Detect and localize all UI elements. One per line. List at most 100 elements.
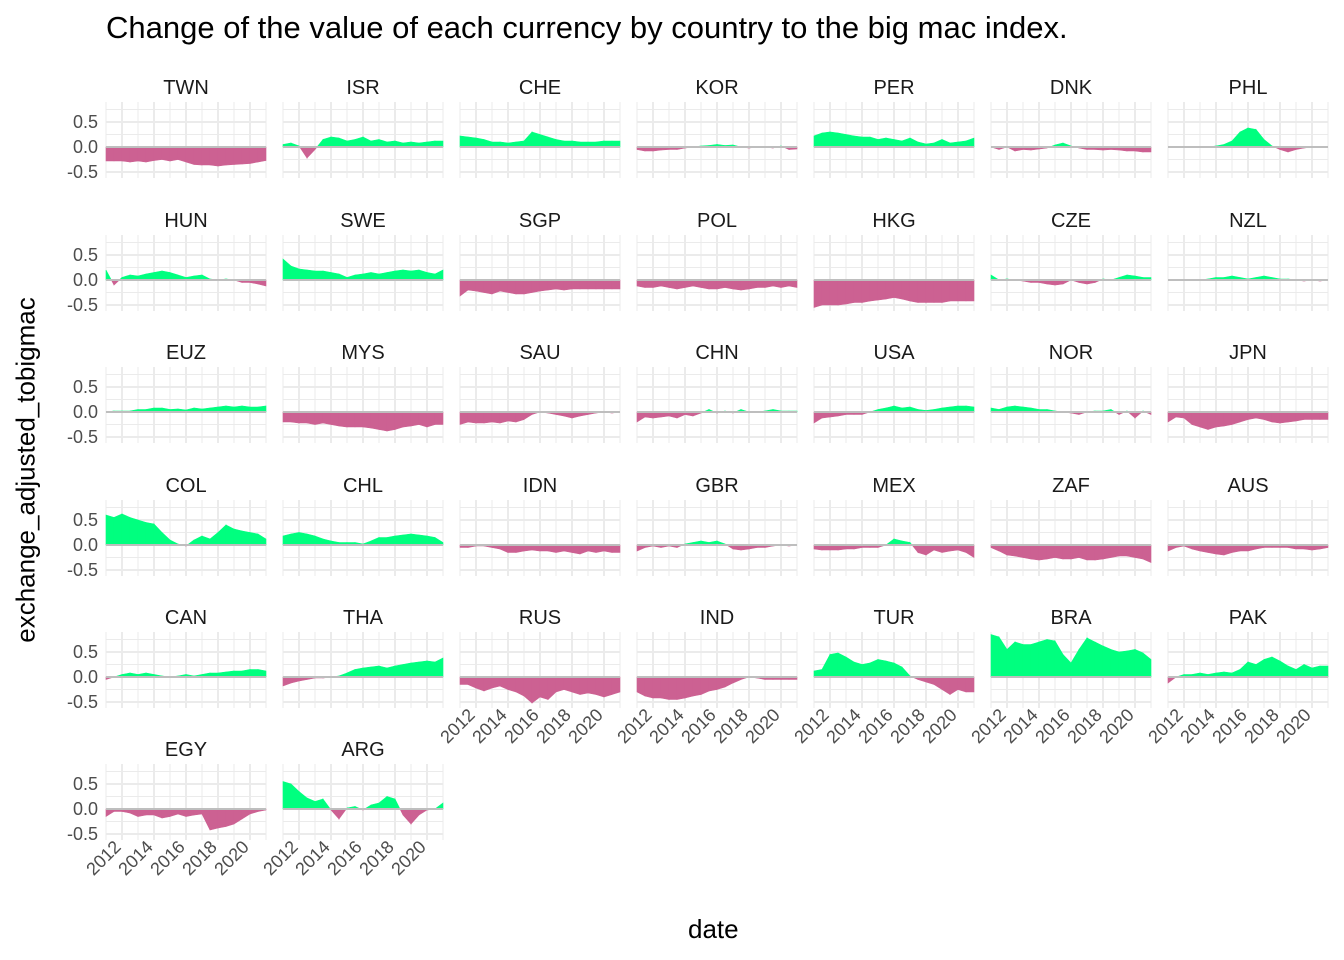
facet-panel-che: CHE [459, 77, 621, 178]
area-segment-positive [869, 136, 879, 148]
area-segment-positive [378, 665, 388, 678]
area-segment-negative [217, 146, 227, 167]
area-segment-positive [370, 537, 380, 546]
area-segment-negative [209, 146, 219, 167]
facet-label: GBR [695, 475, 738, 497]
x-tick-label: 2012 [436, 705, 478, 747]
area-segment-negative [1038, 544, 1048, 561]
area-segment-negative [909, 279, 919, 303]
area-segment-negative [386, 411, 396, 432]
area-segment-negative [571, 279, 581, 290]
area-segment-positive [547, 136, 557, 148]
area-segment-positive [1295, 663, 1305, 678]
facet-panel-kor: KOR [636, 77, 798, 178]
facet-label: SGP [519, 210, 561, 232]
area-segment-positive [370, 272, 380, 281]
area-segment-negative [1070, 544, 1080, 560]
facet-panel-sgp: SGP [459, 210, 621, 311]
area-segment-negative [523, 411, 533, 421]
area-segment-positive [829, 652, 839, 678]
area-segment-positive [853, 135, 863, 148]
area-segment-positive [426, 535, 436, 546]
area-segment-negative [241, 808, 251, 820]
area-segment-negative [636, 411, 646, 423]
area-segment-positive [861, 136, 871, 148]
area-segment-positive [249, 532, 259, 546]
x-tick-label: 2014 [999, 705, 1041, 747]
facet-label: PHL [1229, 77, 1268, 99]
area-segment-negative [636, 676, 646, 697]
y-tick-label: 0.5 [73, 112, 98, 132]
area-segment-negative [652, 676, 662, 699]
facet-label: AUS [1227, 475, 1268, 497]
area-segment-positive [837, 132, 847, 148]
area-segment-negative [611, 544, 621, 553]
area-segment-negative [113, 146, 123, 162]
facet-label: HUN [164, 210, 207, 232]
area-segment-positive [1038, 639, 1048, 678]
facet-panel-euz: EUZ [105, 342, 267, 443]
area-segment-negative [724, 279, 734, 290]
area-segment-negative [579, 676, 589, 695]
area-segment-negative [692, 279, 702, 288]
area-segment-positive [1263, 656, 1273, 678]
facet-panel-gbr: GBR [636, 475, 798, 576]
area-segment-positive [539, 134, 549, 148]
area-segment-positive [330, 136, 340, 148]
area-segment-negative [911, 544, 919, 554]
area-segment-positive [1255, 658, 1265, 678]
area-segment-negative [459, 411, 469, 425]
area-segment-positive [1014, 641, 1024, 678]
area-segment-negative [459, 279, 469, 297]
area-segment-positive [129, 517, 139, 546]
x-tick-label: 2016 [1208, 705, 1250, 747]
area-segment-negative [933, 676, 943, 691]
area-segment-negative [491, 676, 501, 689]
area-segment-positive [330, 272, 340, 281]
area-segment-positive [426, 272, 436, 281]
area-segment-negative [957, 279, 967, 302]
area-segment-negative [933, 279, 943, 303]
area-segment-negative [788, 279, 798, 288]
area-segment-negative [821, 279, 831, 306]
facet-panel-per: PER [813, 77, 975, 178]
facet-panel-nor: NOR [990, 342, 1152, 443]
area-segment-negative [1014, 544, 1024, 558]
area-segment-negative [748, 279, 758, 290]
x-tick-label: 2012 [790, 705, 832, 747]
area-segment-negative [1303, 411, 1313, 420]
area-segment-negative [507, 544, 517, 553]
area-segment-positive [434, 657, 444, 678]
area-segment-positive [426, 660, 436, 678]
area-segment-negative [708, 279, 718, 290]
area-segment-negative [1207, 411, 1217, 430]
area-segment-negative [241, 146, 251, 165]
area-segment-negative [603, 544, 613, 553]
area-segment-negative [314, 411, 324, 425]
area-segment-negative [563, 279, 573, 291]
area-segment-negative [772, 279, 782, 288]
area-segment-positive [386, 796, 396, 810]
area-segment-negative [185, 146, 195, 165]
area-segment-negative [676, 279, 686, 290]
y-tick-label: 0.0 [73, 137, 98, 157]
facet-panel-pol: POL [636, 210, 798, 311]
area-segment-negative [965, 544, 975, 559]
area-segment-negative [587, 676, 597, 695]
x-tick-label: 2016 [854, 705, 896, 747]
area-segment-negative [941, 544, 951, 553]
area-segment-negative [507, 676, 517, 693]
area-segment-negative [949, 676, 959, 696]
x-tick-label: 2016 [500, 705, 542, 747]
area-segment-negative [161, 808, 171, 819]
area-segment-negative [555, 676, 565, 693]
area-segment-negative [636, 279, 646, 288]
area-segment-positive [402, 269, 412, 281]
y-tick-label: 0.0 [73, 535, 98, 555]
area-segment-positive [121, 513, 131, 546]
facet-panel-isr: ISR [282, 77, 444, 178]
area-segment-positive [1255, 128, 1265, 148]
area-segment-positive [402, 533, 412, 546]
area-segment-negative [531, 676, 541, 704]
facet-panel-idn: IDN [459, 475, 621, 576]
